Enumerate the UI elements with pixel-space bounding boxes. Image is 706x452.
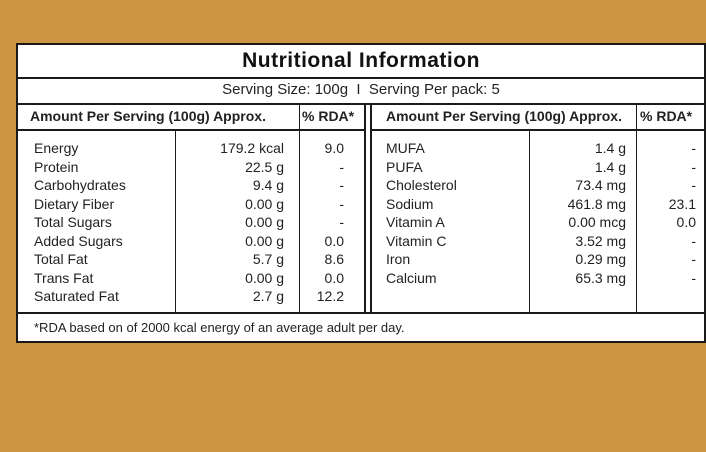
nutrient-row: Vitamin C 3.52 mg - (372, 232, 704, 251)
nutrient-amount: 0.00 mcg (568, 214, 626, 230)
nutrient-amount: 0.00 g (245, 232, 284, 249)
nutrient-amount: 3.52 mg (575, 232, 626, 249)
nutrient-rda: - (691, 177, 696, 193)
nutrient-amount: 65.3 mg (575, 269, 626, 286)
nutrient-row: Dietary Fiber 0.00 g - (18, 195, 364, 214)
nutrient-row: Vitamin A 0.00 mcg 0.0 (372, 213, 704, 232)
nutrient-name: Added Sugars (34, 232, 123, 249)
nutrient-amount: 461.8 mg (567, 195, 626, 212)
nutrient-rda: 0.0 (324, 269, 344, 286)
right-table: Amount Per Serving (100g) Approx. % RDA*… (370, 103, 704, 312)
rda-footnote: *RDA based on of 2000 kcal energy of an … (18, 312, 704, 341)
nutrient-rda: 23.1 (668, 195, 696, 212)
nutrient-name: Saturated Fat (34, 288, 119, 304)
nutrient-rda: - (339, 177, 344, 193)
nutrient-name: Iron (386, 251, 411, 267)
nutrient-amount: 0.00 g (245, 269, 284, 286)
nutrient-rda: 9.0 (324, 140, 344, 156)
nutrient-row: PUFA 1.4 g - (372, 158, 704, 177)
nutrient-name: Vitamin A (386, 214, 445, 230)
nutrient-row: Calcium 65.3 mg - (372, 269, 704, 288)
nutrient-amount: 0.00 g (245, 214, 284, 230)
nutrient-amount: 22.5 g (245, 158, 284, 175)
nutrient-rda: 0.0 (676, 214, 696, 230)
left-table: Amount Per Serving (100g) Approx. % RDA*… (18, 103, 366, 312)
nutrient-amount: 1.4 g (594, 140, 626, 156)
nutrient-row: Saturated Fat 2.7 g 12.2 (18, 287, 364, 306)
nutrient-row: Total Sugars 0.00 g - (18, 213, 364, 232)
panel-title: Nutritional Information (18, 45, 704, 79)
nutrient-name: Trans Fat (34, 269, 94, 286)
nutrient-rda: 8.6 (324, 251, 344, 267)
serving-info: Serving Size: 100g I Serving Per pack: 5 (18, 77, 704, 105)
rda-header: % RDA* (302, 108, 355, 124)
nutrient-row: Carbohydrates 9.4 g - (18, 176, 364, 195)
nutrient-rda: - (691, 251, 696, 267)
rda-header: % RDA* (640, 108, 693, 124)
nutrient-amount: 5.7 g (252, 251, 284, 267)
nutrient-amount: 9.4 g (252, 177, 284, 193)
nutrient-amount: 2.7 g (252, 288, 284, 304)
nutrient-amount: 0.00 g (245, 195, 284, 212)
nutrient-name: Cholesterol (386, 177, 457, 193)
nutrient-name: Energy (34, 140, 79, 156)
nutrient-rda: - (691, 232, 696, 249)
nutrient-name: PUFA (386, 158, 423, 175)
nutrient-name: Vitamin C (386, 232, 447, 249)
nutrition-panel: Nutritional Information Serving Size: 10… (16, 43, 706, 343)
nutrient-rda: - (691, 158, 696, 175)
nutrient-row: Protein 22.5 g - (18, 158, 364, 177)
amount-header: Amount Per Serving (100g) Approx. (30, 108, 266, 124)
nutrient-row: Energy 179.2 kcal 9.0 (18, 139, 364, 158)
left-table-header: Amount Per Serving (100g) Approx. % RDA* (18, 103, 364, 131)
nutrient-rda: - (339, 195, 344, 212)
column-divider (299, 103, 300, 312)
nutrient-name: Sodium (386, 195, 434, 212)
nutrient-name: Dietary Fiber (34, 195, 115, 212)
nutrient-amount: 1.4 g (594, 158, 626, 175)
left-rows: Energy 179.2 kcal 9.0 Protein 22.5 g - Carbohy… (18, 139, 364, 306)
nutrient-row: MUFA 1.4 g - (372, 139, 704, 158)
nutrient-name: Total Sugars (34, 214, 112, 230)
nutrient-row: Iron 0.29 mg - (372, 250, 704, 269)
right-table-header: Amount Per Serving (100g) Approx. % RDA* (372, 103, 704, 131)
nutrient-rda: - (339, 214, 344, 230)
nutrient-name: MUFA (386, 140, 425, 156)
nutrient-row: Sodium 461.8 mg 23.1 (372, 195, 704, 214)
right-rows: MUFA 1.4 g - PUFA 1.4 g - Cholesterol 73.4 mg - S… (372, 139, 704, 287)
nutrient-row: Added Sugars 0.00 g 0.0 (18, 232, 364, 251)
nutrient-amount: 0.29 mg (575, 251, 626, 267)
nutrient-rda: 0.0 (324, 232, 344, 249)
column-divider (636, 103, 637, 312)
nutrient-name: Protein (34, 158, 79, 175)
nutrient-rda: 12.2 (316, 288, 344, 304)
amount-header: Amount Per Serving (100g) Approx. (386, 108, 622, 124)
nutrient-amount: 179.2 kcal (220, 140, 284, 156)
nutrient-rda: - (691, 140, 696, 156)
nutrient-name: Calcium (386, 269, 437, 286)
nutrient-row: Trans Fat 0.00 g 0.0 (18, 269, 364, 288)
column-divider (529, 129, 530, 312)
nutrient-name: Carbohydrates (34, 177, 126, 193)
nutrient-row: Cholesterol 73.4 mg - (372, 176, 704, 195)
nutrient-row: Total Fat 5.7 g 8.6 (18, 250, 364, 269)
nutrient-rda: - (339, 158, 344, 175)
nutrient-name: Total Fat (34, 251, 88, 267)
column-divider (175, 129, 176, 312)
nutrient-amount: 73.4 mg (575, 177, 626, 193)
nutrient-rda: - (691, 269, 696, 286)
